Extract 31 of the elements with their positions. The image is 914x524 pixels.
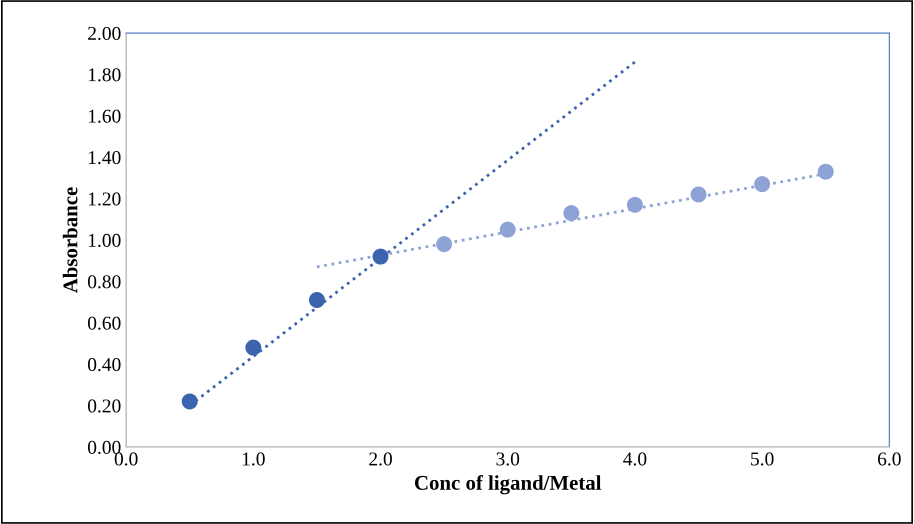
x-axis-title: Conc of ligand/Metal xyxy=(415,475,602,494)
y-tick-label: 0.80 xyxy=(88,275,121,288)
point xyxy=(690,186,707,202)
point xyxy=(754,176,770,192)
point xyxy=(818,164,834,180)
point xyxy=(245,340,262,356)
point xyxy=(563,205,580,222)
y-tick-label: 0.00 xyxy=(88,440,121,454)
x-tick-label: 5.0 xyxy=(751,452,774,466)
y-tick-label: 1.20 xyxy=(88,192,121,206)
point xyxy=(372,248,389,265)
y-tick-label: 2.00 xyxy=(88,26,121,40)
x-tick-label: 1.0 xyxy=(242,452,265,466)
y-tick-label: 1.40 xyxy=(88,151,121,164)
x-tick-label: 6.0 xyxy=(878,452,901,466)
x-tick-label: 3.0 xyxy=(496,452,520,466)
x-tick-label: 2.0 xyxy=(369,452,392,466)
y-tick-label: 1.80 xyxy=(88,68,121,82)
y-tick-label: 0.20 xyxy=(88,399,121,413)
y-tick-label: 1.60 xyxy=(88,110,121,123)
x-tick-label: 4.0 xyxy=(623,452,646,466)
y-tick-label: 1.00 xyxy=(88,234,121,248)
x-tick-label: 0.0 xyxy=(114,452,138,466)
point xyxy=(308,292,325,308)
point xyxy=(500,222,516,238)
point xyxy=(182,393,198,410)
y-tick-label: 0.60 xyxy=(88,316,121,330)
y-tick-label: 0.40 xyxy=(88,358,121,372)
point xyxy=(436,236,452,252)
point xyxy=(626,196,643,213)
y-axis-title: Absorbance xyxy=(62,187,78,294)
